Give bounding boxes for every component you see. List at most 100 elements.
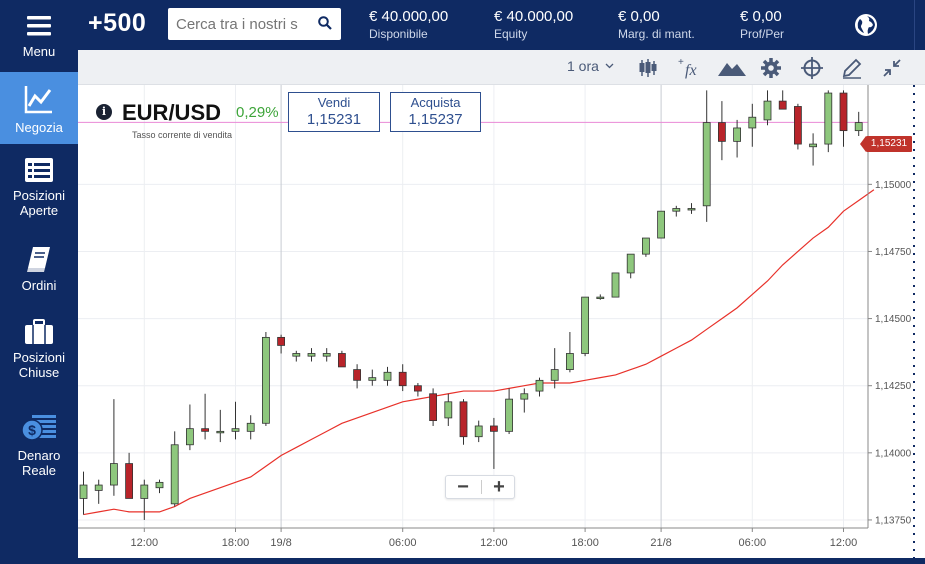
search-box[interactable] bbox=[168, 8, 341, 40]
gear-icon[interactable] bbox=[760, 57, 782, 79]
candle-body bbox=[140, 484, 149, 499]
candle-body bbox=[170, 444, 179, 505]
sidebar-item-label: Menu bbox=[22, 44, 56, 59]
candle-body bbox=[413, 385, 422, 392]
stat-label: Marg. di mant. bbox=[618, 27, 695, 41]
crosshair-icon[interactable] bbox=[800, 57, 824, 79]
x-tick-label: 18:00 bbox=[571, 537, 599, 549]
candle bbox=[277, 334, 286, 354]
candle-body bbox=[550, 369, 559, 381]
zoom-out-button[interactable]: − bbox=[457, 476, 469, 498]
buy-button[interactable]: Acquista 1,15237 bbox=[390, 92, 481, 132]
x-tick-label: 18:00 bbox=[222, 537, 250, 549]
y-tick-label: 1,14500 bbox=[875, 314, 912, 325]
candle bbox=[337, 350, 346, 368]
candle-body bbox=[642, 237, 650, 255]
candle bbox=[489, 417, 498, 469]
candle-body bbox=[854, 122, 863, 132]
candle-body bbox=[778, 100, 787, 110]
sell-label: Vendi bbox=[317, 95, 351, 110]
candle-body bbox=[489, 425, 498, 432]
candle bbox=[718, 101, 726, 161]
search-input[interactable] bbox=[176, 14, 308, 34]
candle-body bbox=[94, 484, 103, 491]
rate-note: Tasso corrente di vendita bbox=[132, 130, 233, 140]
sidebar-item-posizioni-chiuse[interactable]: Posizioni Chiuse bbox=[0, 318, 78, 388]
candle bbox=[429, 388, 438, 426]
sidebar-item-denaro-reale[interactable]: $ Denaro Reale bbox=[0, 412, 78, 488]
buy-price: 1,15237 bbox=[408, 111, 463, 128]
scrollbar[interactable] bbox=[914, 0, 925, 50]
candle bbox=[702, 90, 711, 222]
candle-body bbox=[79, 484, 88, 499]
candle bbox=[748, 103, 757, 147]
x-tick-label: 06:00 bbox=[389, 537, 417, 549]
sidebar-item-ordini[interactable]: Ordini bbox=[0, 244, 78, 300]
stat-equity: € 40.000,00 Equity bbox=[494, 8, 573, 42]
candle bbox=[353, 364, 362, 389]
candle-body bbox=[809, 143, 817, 148]
candle-body bbox=[474, 425, 483, 438]
candle bbox=[444, 393, 453, 426]
candle bbox=[322, 348, 331, 362]
candle bbox=[611, 272, 620, 298]
sidebar-item-label: Ordini bbox=[21, 278, 57, 293]
candle-body bbox=[702, 122, 711, 207]
mountain-icon[interactable] bbox=[717, 57, 747, 79]
collapse-icon[interactable] bbox=[881, 57, 903, 79]
y-tick-label: 1,14750 bbox=[875, 247, 912, 258]
moving-average-line bbox=[83, 189, 875, 516]
briefcase-icon bbox=[25, 319, 53, 344]
candle bbox=[110, 399, 118, 496]
sidebar-item-posizioni-aperte[interactable]: Posizioni Aperte bbox=[0, 156, 78, 228]
sidebar-item-menu[interactable]: Menu bbox=[0, 8, 78, 70]
candle bbox=[170, 431, 179, 507]
candlestick-icon[interactable] bbox=[637, 57, 659, 79]
money-icon: $ bbox=[21, 415, 56, 441]
candle-body bbox=[763, 100, 772, 121]
candle-body bbox=[839, 92, 848, 132]
sidebar-item-negozia[interactable]: Negozia bbox=[0, 72, 78, 144]
function-icon[interactable]: + fx bbox=[677, 57, 701, 79]
sell-price: 1,15231 bbox=[306, 111, 362, 128]
candle-body bbox=[307, 353, 316, 357]
candle-body bbox=[505, 398, 514, 432]
candle bbox=[261, 332, 270, 426]
candle bbox=[246, 415, 255, 440]
candle bbox=[125, 452, 133, 499]
stat-available: € 40.000,00 Disponibile bbox=[369, 8, 448, 42]
candle-body bbox=[444, 401, 453, 419]
candle bbox=[565, 332, 574, 373]
x-tick-label: 12:00 bbox=[480, 537, 508, 549]
candle-body bbox=[186, 428, 194, 446]
sidebar-item-label: Posizioni Aperte bbox=[12, 188, 66, 218]
candle-body bbox=[201, 428, 209, 432]
sell-button[interactable]: Vendi 1,15231 bbox=[288, 92, 380, 132]
candle bbox=[642, 237, 650, 257]
candle bbox=[794, 103, 802, 150]
line-chart-icon bbox=[24, 86, 52, 114]
y-tick-label: 1,15000 bbox=[875, 180, 912, 191]
candlestick-chart[interactable]: 1,15000 1,14750 1,14500 1,14250 1,14000 1,137… bbox=[78, 85, 925, 564]
list-icon bbox=[25, 158, 53, 182]
candle-body bbox=[429, 393, 438, 422]
x-tick-label: 12:00 bbox=[131, 537, 159, 549]
candle-body bbox=[520, 393, 529, 400]
timeframe-label: 1 ora bbox=[567, 58, 599, 74]
info-icon[interactable]: i bbox=[96, 104, 112, 120]
sidebar-item-label: Posizioni Chiuse bbox=[12, 350, 66, 380]
candle-body bbox=[292, 353, 301, 357]
pencil-icon[interactable] bbox=[841, 57, 863, 79]
search-icon[interactable] bbox=[318, 16, 332, 30]
top-bar: +500 € 40.000,00 Disponibile € 40.000,00… bbox=[78, 0, 925, 50]
price-chart[interactable]: 1,15000 1,14750 1,14500 1,14250 1,14000 1,137… bbox=[78, 85, 925, 564]
candle bbox=[596, 294, 605, 300]
zoom-in-button[interactable]: + bbox=[493, 476, 505, 498]
timeframe-dropdown[interactable]: 1 ora bbox=[567, 58, 614, 74]
candle-body bbox=[261, 336, 270, 424]
globe-icon[interactable] bbox=[853, 12, 879, 38]
candle bbox=[520, 388, 529, 413]
candle bbox=[778, 90, 787, 110]
candle-body bbox=[565, 353, 574, 370]
